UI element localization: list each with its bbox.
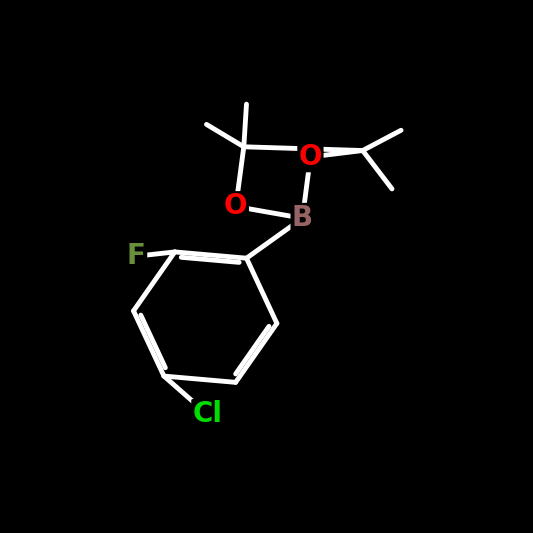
Text: O: O <box>224 192 247 221</box>
Text: F: F <box>127 242 146 270</box>
Text: B: B <box>292 204 313 232</box>
Text: O: O <box>298 143 322 171</box>
Text: Cl: Cl <box>192 400 223 429</box>
